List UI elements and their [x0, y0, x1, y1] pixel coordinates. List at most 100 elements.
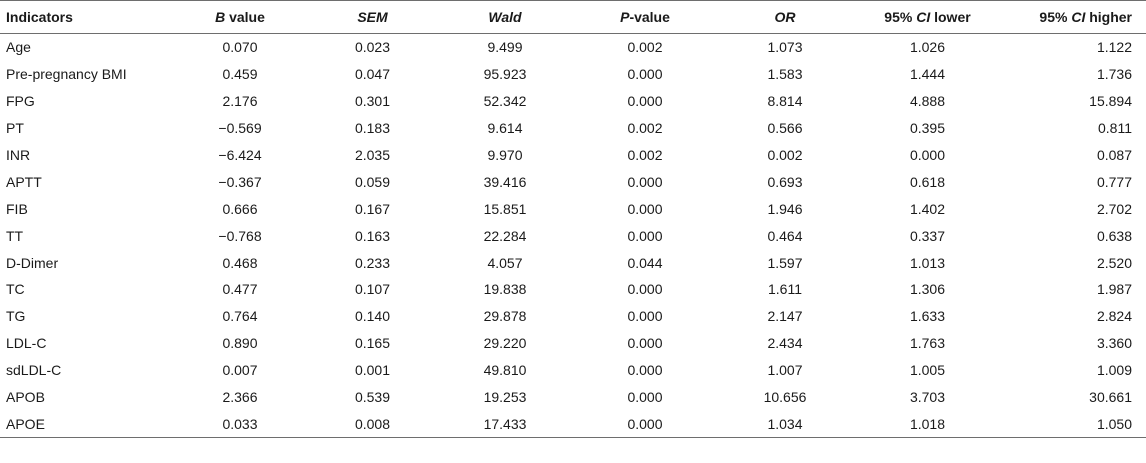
cell-or: 1.597: [767, 254, 803, 271]
cell-or: 8.814: [767, 93, 803, 110]
table-row: PT −0.569 0.183 9.614 0.002 0.566 0.395 0.811: [0, 115, 1146, 142]
regression-table-container: Indicators B value SEM Wald P-value OR: [0, 0, 1146, 439]
cell-ci-higher: 2.702: [1096, 200, 1132, 217]
cell-ci-higher: 2.520: [1096, 254, 1132, 271]
cell-or: 2.434: [767, 335, 803, 352]
table-row: sdLDL-C 0.007 0.001 49.810 0.000 1.007 1.005 1.…: [0, 357, 1146, 384]
cell-wald: 19.253: [483, 389, 527, 406]
table-row: TT −0.768 0.163 22.284 0.000 0.464 0.337 0.638: [0, 222, 1146, 249]
cell-ci-lower: 0.395: [909, 120, 946, 137]
header-ci-lower: 95% CI lower: [855, 0, 1000, 34]
cell-wald: 49.810: [483, 362, 527, 379]
cell-or: 1.007: [767, 362, 803, 379]
header-ci-lower-symbol: CI: [916, 9, 931, 25]
cell-or: 1.583: [767, 66, 803, 83]
cell-ci-lower: 1.763: [909, 335, 946, 352]
cell-p-value: 0.000: [627, 173, 663, 190]
cell-wald: 4.057: [487, 254, 523, 271]
cell-sem: 0.539: [354, 389, 391, 406]
cell-b-value: −6.424: [218, 147, 262, 163]
cell-p-value: 0.000: [627, 362, 663, 379]
cell-sem: 0.163: [354, 227, 391, 244]
table-row: FIB 0.666 0.167 15.851 0.000 1.946 1.402 2.702: [0, 195, 1146, 222]
cell-sem: 0.001: [354, 362, 391, 379]
cell-indicator: Age: [6, 39, 31, 56]
cell-wald: 52.342: [483, 93, 527, 110]
cell-wald: 29.878: [483, 308, 527, 325]
cell-p-value: 0.002: [627, 39, 663, 56]
cell-ci-higher: 1.009: [1096, 362, 1132, 379]
cell-ci-lower: 1.306: [909, 281, 946, 298]
cell-wald: 17.433: [435, 410, 575, 439]
table-row: Pre-pregnancy BMI 0.459 0.047 95.923 0.000 1.…: [0, 61, 1146, 88]
header-ci-higher: 95% CI higher: [1000, 0, 1146, 34]
cell-indicator: PT: [6, 120, 24, 137]
table-row: D-Dimer 0.468 0.233 4.057 0.044 1.597 1.013 2.5…: [0, 249, 1146, 276]
cell-wald: 95.923: [483, 66, 527, 83]
cell-ci-higher: 0.638: [1096, 227, 1132, 244]
cell-p-value: 0.000: [627, 227, 663, 244]
header-sem: SEM: [310, 0, 435, 34]
cell-ci-lower: 0.000: [909, 147, 946, 163]
table-row: TC 0.477 0.107 19.838 0.000 1.611 1.306 1.987: [0, 276, 1146, 303]
header-ci-higher-symbol: CI: [1071, 9, 1086, 25]
header-ci-higher-prefix: 95%: [1039, 9, 1072, 25]
header-sem-label: SEM: [357, 9, 388, 25]
header-p-suffix: -value: [629, 9, 670, 25]
cell-b-value: 2.366: [222, 389, 258, 406]
header-or: OR: [715, 0, 855, 34]
cell-p-value: 0.000: [627, 200, 663, 217]
cell-wald: 9.970: [487, 147, 523, 163]
cell-indicator: D-Dimer: [6, 254, 59, 271]
cell-b-value: 0.459: [222, 66, 258, 83]
header-b-value: B value: [170, 0, 310, 34]
cell-indicator: TG: [6, 308, 26, 325]
table-row: LDL-C 0.890 0.165 29.220 0.000 2.434 1.763 3.36…: [0, 330, 1146, 357]
cell-p-value: 0.000: [627, 93, 663, 110]
cell-ci-lower: 3.703: [909, 389, 946, 406]
cell-ci-lower: 0.618: [909, 173, 946, 190]
cell-wald: 29.220: [483, 335, 527, 352]
cell-b-value: −0.367: [218, 173, 262, 190]
header-indicators-label: Indicators: [6, 9, 73, 25]
cell-sem: 0.107: [354, 281, 391, 298]
cell-or: 0.693: [767, 173, 803, 190]
cell-or: 1.946: [767, 200, 803, 217]
cell-wald: 9.499: [487, 39, 523, 56]
cell-sem: 0.023: [354, 39, 391, 56]
header-b-suffix: value: [225, 9, 265, 25]
header-ci-higher-suffix: higher: [1085, 9, 1132, 25]
cell-sem: 0.008: [310, 410, 435, 439]
cell-ci-lower: 1.444: [909, 66, 946, 83]
cell-wald: 15.851: [483, 200, 527, 217]
cell-p-value: 0.000: [627, 308, 663, 325]
cell-sem: 0.183: [354, 120, 391, 137]
cell-sem: 0.165: [354, 335, 391, 352]
cell-ci-higher: 0.777: [1096, 173, 1132, 190]
cell-wald: 19.838: [483, 281, 527, 298]
header-ci-lower-prefix: 95%: [884, 9, 917, 25]
cell-wald: 22.284: [483, 227, 527, 244]
header-indicators: Indicators: [0, 0, 170, 34]
cell-p-value: 0.000: [627, 281, 663, 298]
cell-indicator: APOE: [0, 410, 170, 439]
cell-or: 1.073: [767, 39, 803, 56]
cell-p-value: 0.000: [627, 389, 663, 406]
cell-ci-higher: 2.824: [1096, 308, 1132, 325]
cell-b-value: 0.033: [170, 410, 310, 439]
cell-sem: 2.035: [354, 147, 391, 163]
cell-p-value: 0.000: [627, 66, 663, 83]
cell-ci-higher: 1.736: [1096, 66, 1132, 83]
cell-ci-higher: 15.894: [1089, 93, 1132, 110]
cell-ci-lower: 4.888: [909, 93, 946, 110]
cell-wald: 39.416: [483, 173, 527, 190]
header-b-symbol: B: [215, 9, 226, 25]
cell-ci-lower: 0.337: [909, 227, 946, 244]
cell-b-value: 2.176: [222, 93, 258, 110]
cell-indicator: TC: [6, 281, 25, 298]
cell-ci-higher: 1.987: [1096, 281, 1132, 298]
cell-ci-lower: 1.402: [909, 200, 946, 217]
header-or-label: OR: [774, 9, 796, 25]
table-body: Age 0.070 0.023 9.499 0.002 1.073 1.026 1.122 Pr…: [0, 34, 1146, 439]
table-row: FPG 2.176 0.301 52.342 0.000 8.814 4.888 15.894: [0, 88, 1146, 115]
